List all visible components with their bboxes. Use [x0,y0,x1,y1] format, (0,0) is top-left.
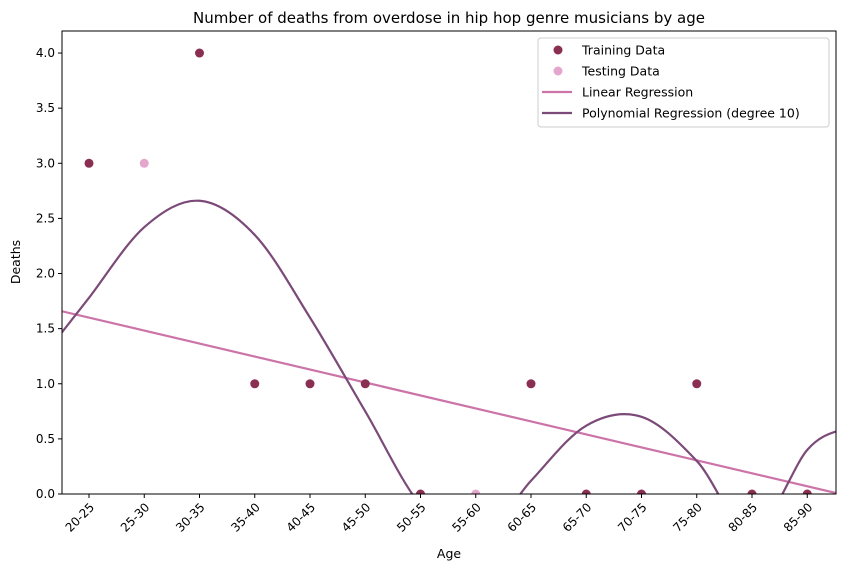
y-axis-label: Deaths [8,240,23,284]
data-point-training-data [305,379,315,389]
x-tick-label: 40-45 [284,500,319,535]
x-tick-label: 25-30 [118,500,153,535]
legend-label: Training Data [581,43,665,58]
x-tick-label: 35-40 [228,500,263,535]
y-tick-label: 2.0 [36,267,55,281]
data-point-training-data [84,158,94,168]
y-tick-label: 1.0 [36,377,55,391]
y-tick-label: 0.5 [36,432,55,446]
x-tick-label: 65-70 [560,500,595,535]
data-point-training-data [195,48,204,58]
y-tick-label: 0.0 [36,487,55,501]
x-tick-label: 50-55 [394,500,429,535]
x-tick-label: 30-35 [173,500,208,535]
data-point-testing-data [471,489,481,494]
plot-frame [61,30,837,495]
chart-title: Number of deaths from overdose in hip ho… [193,9,705,27]
y-axis: 0.0 0.5 1.0 1.5 2.0 2.5 3.0 3.5 4.0 [36,46,62,501]
legend-label: Linear Regression [582,85,693,100]
legend-marker [553,66,563,76]
series-line-linear-regression [62,310,836,494]
y-tick-label: 4.0 [36,46,55,60]
legend: Training Data Testing Data Linear Regressi… [537,37,830,128]
y-tick-label: 3.5 [36,101,55,115]
y-tick-label: 1.5 [36,322,55,336]
x-tick-label: 60-65 [505,500,540,535]
x-axis: 20-25 25-30 30-35 35-40 40-45 45-50 50-55 55-60… [63,494,816,535]
legend-marker [553,45,563,55]
x-tick-label: 20-25 [63,500,98,535]
data-point-training-data [692,379,702,389]
data-point-training-data [360,379,370,389]
x-axis-label: Age [437,546,461,561]
legend-label: Testing Data [581,64,660,79]
series-line-polynomial-regression [62,199,836,494]
x-tick-label: 80-85 [726,500,761,535]
data-point-training-data [637,489,646,494]
data-point-testing-data [139,158,149,168]
plot-area [62,48,836,494]
data-point-training-data [581,489,591,494]
x-tick-label: 70-75 [615,500,650,535]
y-tick-label: 2.5 [36,211,55,225]
data-point-training-data [416,489,425,494]
data-point-training-data [526,379,536,389]
x-tick-label: 75-80 [670,500,705,535]
legend-label: Polynomial Regression (degree 10) [582,106,800,121]
x-tick-label: 55-60 [449,500,484,535]
data-point-training-data [747,489,757,494]
data-point-training-data [802,489,812,494]
y-tick-label: 3.0 [36,156,55,170]
x-tick-label: 85-90 [781,500,816,535]
legend-box [537,37,830,128]
x-tick-label: 45-50 [339,500,374,535]
data-point-training-data [250,379,260,389]
